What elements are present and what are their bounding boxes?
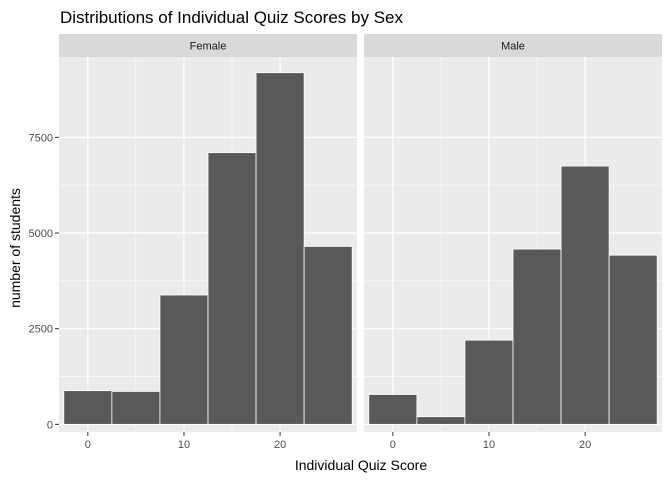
y-tick-label: 0 xyxy=(47,419,53,431)
y-axis-title: number of students xyxy=(7,188,23,308)
histogram-bar xyxy=(111,391,161,425)
histogram-bar xyxy=(303,246,353,425)
strip-male xyxy=(364,34,662,57)
y-tick-label: 7500 xyxy=(29,132,53,144)
histogram-bar xyxy=(512,248,562,425)
strip-label-female: Female xyxy=(190,41,227,53)
histogram-bar xyxy=(464,339,514,425)
histogram-bar xyxy=(560,165,610,425)
histogram-bar xyxy=(63,390,113,425)
histogram-bar xyxy=(368,394,418,425)
chart-title: Distributions of Individual Quiz Scores … xyxy=(60,8,403,27)
strip-female xyxy=(59,34,357,57)
y-tick-label: 5000 xyxy=(29,228,53,240)
facet-male: Male xyxy=(364,34,662,432)
x-tick-label: 10 xyxy=(178,439,190,451)
bars-female xyxy=(63,72,353,425)
x-axis-title: Individual Quiz Score xyxy=(295,457,428,473)
x-tick-label: 20 xyxy=(579,439,591,451)
y-axis: 0 2500 5000 7500 xyxy=(29,132,59,431)
strip-label-male: Male xyxy=(501,41,525,53)
facet-panels: Female Male xyxy=(59,34,662,432)
facet-female: Female xyxy=(59,34,357,432)
x-tick-label: 0 xyxy=(85,439,91,451)
x-axis: 0 10 20 0 10 20 xyxy=(85,432,591,451)
histogram-bar xyxy=(159,294,209,425)
bars-male xyxy=(368,165,658,425)
histogram-bar xyxy=(255,72,305,425)
histogram-bar xyxy=(608,254,658,425)
histogram-bar xyxy=(207,152,257,425)
x-tick-label: 10 xyxy=(483,439,495,451)
x-tick-label: 20 xyxy=(274,439,286,451)
y-tick-label: 2500 xyxy=(29,324,53,336)
histogram-bar xyxy=(416,416,466,425)
x-tick-label: 0 xyxy=(390,439,396,451)
